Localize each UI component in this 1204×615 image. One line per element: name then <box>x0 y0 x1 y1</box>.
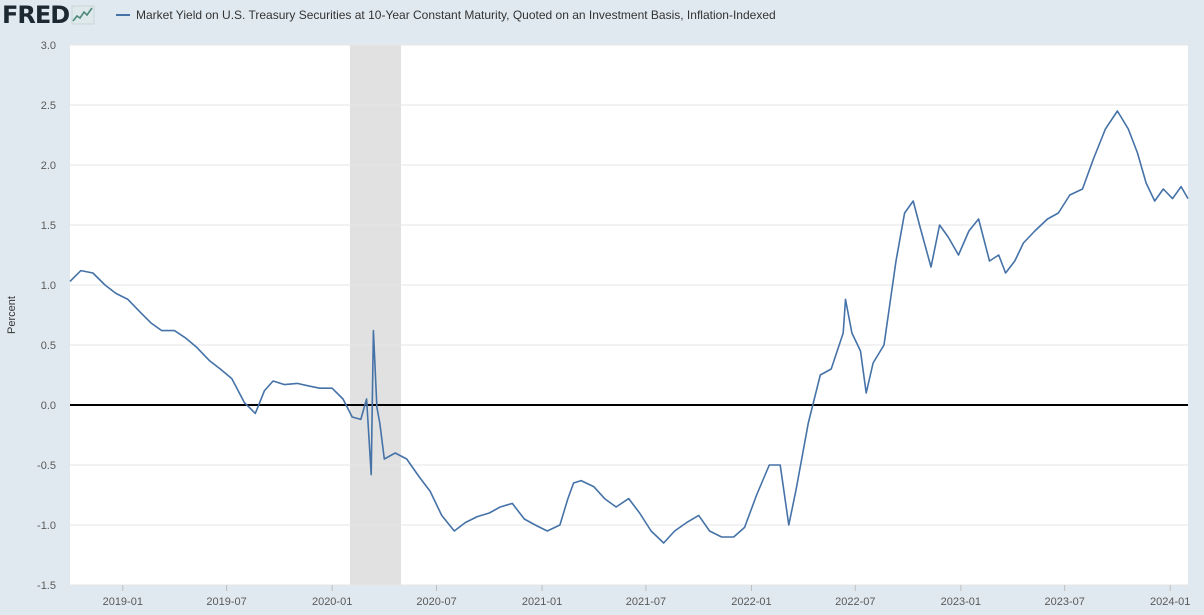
x-tick-label: 2019-07 <box>206 596 246 608</box>
y-tick-label: 1.0 <box>41 280 56 292</box>
y-tick-label: -1.0 <box>37 520 56 532</box>
legend-label: Market Yield on U.S. Treasury Securities… <box>136 8 776 22</box>
x-tick-label: 2020-07 <box>416 596 456 608</box>
y-tick-label: -0.5 <box>37 460 56 472</box>
x-tick-label: 2024-01 <box>1150 596 1190 608</box>
x-tick-label: 2022-01 <box>731 596 771 608</box>
y-tick-label: -1.5 <box>37 580 56 592</box>
x-tick-label: 2020-01 <box>312 596 352 608</box>
sparkline-icon <box>71 5 95 25</box>
plot-area <box>70 45 1188 585</box>
x-tick-label: 2019-01 <box>103 596 143 608</box>
legend: Market Yield on U.S. Treasury Securities… <box>116 8 776 22</box>
y-axis-label: Percent <box>6 296 18 334</box>
x-tick-label: 2021-01 <box>522 596 562 608</box>
x-tick-label: 2022-07 <box>835 596 875 608</box>
legend-swatch <box>116 14 130 16</box>
series-line <box>69 110 1189 544</box>
y-tick-label: 0.0 <box>41 400 56 412</box>
y-tick-label: 2.5 <box>41 100 56 112</box>
recession-band <box>349 45 401 585</box>
chart-header: FRED Market Yield on U.S. Treasury Secur… <box>0 0 1204 32</box>
x-tick-label: 2023-07 <box>1044 596 1084 608</box>
y-tick-label: 1.5 <box>41 220 56 232</box>
x-tick-label: 2023-01 <box>941 596 981 608</box>
x-tick-label: 2021-07 <box>626 596 666 608</box>
fred-logo[interactable]: FRED <box>2 2 95 28</box>
logo-text: FRED <box>2 1 70 29</box>
y-tick-label: 3.0 <box>41 40 56 52</box>
y-tick-label: 0.5 <box>41 340 56 352</box>
y-tick-label: 2.0 <box>41 160 56 172</box>
